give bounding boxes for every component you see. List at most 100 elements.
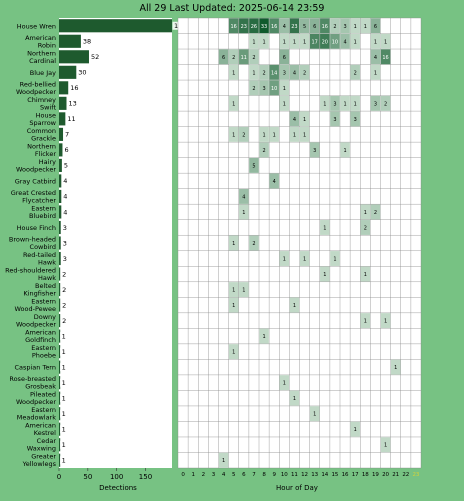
bar-value-box xyxy=(89,52,102,61)
heatmap-cell xyxy=(228,282,239,298)
bar xyxy=(59,174,62,188)
hour-tick-label: 15 xyxy=(331,472,338,478)
heatmap-cell-label: 1 xyxy=(293,303,296,309)
bar-value-label: 3 xyxy=(63,239,67,247)
heatmap-cell-label: 1 xyxy=(343,148,346,154)
heatmap-cell xyxy=(279,33,290,49)
species-label: House Finch xyxy=(17,224,56,232)
bar-value-label: 38 xyxy=(83,38,91,46)
bar xyxy=(59,220,61,235)
heatmap-cell-label: 33 xyxy=(261,24,267,30)
heatmap-cell-label: 3 xyxy=(333,101,336,107)
heatmap-cell-label: 14 xyxy=(271,70,277,76)
heatmap-cell xyxy=(259,18,269,34)
hour-tick-label: 5 xyxy=(232,472,236,478)
heatmap-cell-label: 2 xyxy=(252,241,255,247)
heatmap-cell xyxy=(299,18,310,34)
heatmap-cell-label: 2 xyxy=(242,132,245,138)
bar-value-box xyxy=(62,161,70,170)
heatmap-cell-label: 1 xyxy=(354,101,357,107)
bar-value-box xyxy=(60,285,68,294)
bar xyxy=(59,81,69,95)
heatmap-cell xyxy=(309,33,320,49)
bar xyxy=(59,376,61,390)
heatmap-cell-label: 2 xyxy=(354,70,357,76)
bar xyxy=(59,453,61,467)
heatmap-cell-label: 16 xyxy=(231,24,237,30)
bar xyxy=(59,251,61,266)
bar-value-box xyxy=(60,378,68,387)
heatmap-cell xyxy=(279,64,290,80)
heatmap-cell xyxy=(289,390,300,406)
heatmap-cell-label: 2 xyxy=(262,70,265,76)
species-label: Hairy Woodpecker xyxy=(16,158,56,174)
heatmap-cell-label: 1 xyxy=(262,39,265,45)
bar-value-box xyxy=(76,68,89,77)
heatmap-cell-label: 1 xyxy=(283,257,286,263)
heatmap-cell xyxy=(279,18,290,34)
bar xyxy=(59,189,62,204)
bar-value-label: 16 xyxy=(70,84,78,92)
heatmap-cell xyxy=(360,204,371,220)
bar-value-box xyxy=(60,456,68,465)
bar-x-tick-label: 100 xyxy=(110,473,123,481)
heatmap-cell-label: 5 xyxy=(303,24,306,30)
heatmap-cell xyxy=(239,126,249,142)
bar xyxy=(59,407,61,421)
heatmap-cell xyxy=(228,95,239,111)
heatmap-cell xyxy=(269,173,279,189)
heatmap-cell-label: 1 xyxy=(354,39,357,45)
bar xyxy=(59,236,61,250)
bar-value-box xyxy=(61,239,69,247)
hour-tick-label: 3 xyxy=(212,472,216,478)
heatmap-cell xyxy=(228,126,239,142)
species-label: Eastern Wood-Pewee xyxy=(15,298,56,314)
heatmap-cell-label: 1 xyxy=(354,427,357,433)
heatmap-cell-label: 1 xyxy=(364,272,367,278)
heatmap-cell xyxy=(299,111,310,127)
heatmap-cell-label: 1 xyxy=(343,101,346,107)
heatmap-cell xyxy=(218,49,229,65)
species-label: Brown-headed Cowbird xyxy=(9,236,56,252)
heatmap-cell xyxy=(320,33,330,49)
heatmap-cell xyxy=(259,64,269,80)
hour-tick-label: 14 xyxy=(321,472,328,478)
heatmap-cell-label: 3 xyxy=(262,86,265,92)
heatmap-cell-label: 2 xyxy=(262,148,265,154)
heatmap-cell xyxy=(249,64,259,80)
species-label: American Robin xyxy=(25,34,56,50)
bar xyxy=(59,127,64,141)
heatmap-cell xyxy=(340,95,350,111)
heatmap-cell-label: 1 xyxy=(323,225,326,231)
heatmap-cell-label: 4 xyxy=(374,55,377,61)
heatmap-cell-label: 1 xyxy=(232,350,235,356)
heatmap-cell-label: 4 xyxy=(293,70,296,76)
heatmap-cell xyxy=(350,64,360,80)
heatmap-cell xyxy=(299,64,310,80)
heatmap-cell-label: 16 xyxy=(382,55,388,61)
hour-tick-label: 21 xyxy=(392,472,399,478)
heatmap-cell-label: 17 xyxy=(312,39,318,45)
bar xyxy=(59,267,61,281)
heatmap-cell-label: 1 xyxy=(232,70,235,76)
species-label: Eastern Bluebird xyxy=(29,204,56,220)
heatmap-cell xyxy=(289,18,300,34)
heatmap-cell xyxy=(370,64,381,80)
hour-tick-label: 11 xyxy=(291,472,298,478)
hour-tick-label: 10 xyxy=(281,472,288,478)
bar-value-box xyxy=(65,114,78,123)
bar-value-label: 1 xyxy=(62,332,66,340)
heatmap-cell-label: 4 xyxy=(293,117,296,123)
heatmap-cell-label: 3 xyxy=(374,101,377,107)
hour-tick-label: 9 xyxy=(272,472,276,478)
heatmap-cell-label: 2 xyxy=(303,70,306,76)
heatmap-cell-label: 26 xyxy=(251,24,257,30)
hour-tick-label: 0 xyxy=(181,472,185,478)
heatmap-cell-label: 1 xyxy=(323,101,326,107)
species-label: American Goldfinch xyxy=(25,329,56,345)
bar-value-box xyxy=(68,83,81,92)
species-label: Eastern Phoebe xyxy=(31,344,56,360)
heatmap-cell xyxy=(228,297,239,313)
bar xyxy=(59,34,81,48)
heatmap-cell xyxy=(330,251,340,266)
